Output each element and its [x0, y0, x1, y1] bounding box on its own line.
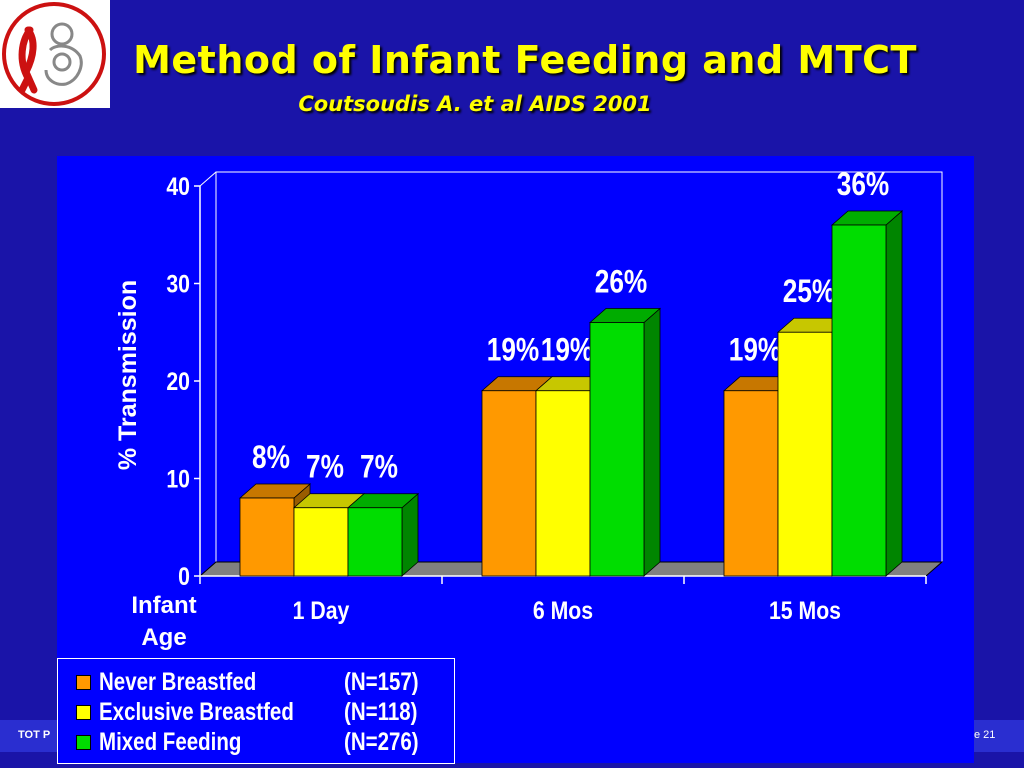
legend-label: Exclusive Breastfed	[99, 697, 294, 726]
legend-label: Never Breastfed	[99, 667, 257, 696]
bar-0-0	[239, 497, 295, 577]
x-tick-label: 1 Day	[293, 596, 350, 624]
plot-side-edge	[199, 171, 217, 187]
legend-item-mixed-feeding: Mixed Feeding (N=276)	[76, 727, 419, 757]
chart-legend: Never Breastfed (N=157) Exclusive Breast…	[57, 658, 455, 764]
y-tick-label: 10	[166, 465, 190, 493]
x-tick-label: 15 Mos	[769, 596, 841, 624]
legend-swatch	[76, 674, 91, 690]
x-axis-title-line1: Infant	[131, 592, 196, 619]
legend-item-exclusive-breastfed: Exclusive Breastfed (N=118)	[76, 697, 418, 727]
y-tick-label: 0	[178, 562, 190, 590]
legend-swatch	[76, 734, 91, 750]
data-label: 19%	[541, 333, 594, 368]
data-label: 7%	[360, 450, 398, 485]
footer-left-text: TOT P	[18, 729, 51, 741]
data-label: 7%	[306, 450, 344, 485]
legend-label: Mixed Feeding	[99, 727, 242, 756]
data-label: 8%	[252, 441, 290, 476]
bar-side	[885, 210, 903, 577]
bar-2-2	[831, 224, 887, 577]
page-number: e 21	[974, 729, 996, 741]
data-label: 19%	[729, 333, 782, 368]
y-axis-title: % Transmission	[114, 280, 142, 470]
bar-1-1	[535, 390, 591, 577]
data-label: 36%	[837, 168, 890, 203]
bar-side	[643, 307, 661, 577]
bar-0-1	[481, 390, 537, 577]
slide-title: Method of Infant Feeding and MTCT	[133, 38, 917, 82]
logo	[0, 0, 110, 108]
data-label: 26%	[595, 265, 648, 300]
bar-2-0	[347, 507, 403, 577]
legend-n-label: (N=118)	[344, 697, 418, 726]
legend-n-label: (N=276)	[344, 727, 419, 756]
y-tick-label: 30	[166, 270, 190, 298]
y-tick-label: 40	[166, 172, 190, 200]
data-label: 19%	[487, 333, 540, 368]
data-label: 25%	[783, 275, 836, 310]
bar-0-2	[723, 390, 779, 577]
y-tick-label: 20	[166, 367, 190, 395]
legend-item-never-breastfed: Never Breastfed (N=157)	[76, 667, 419, 697]
legend-swatch	[76, 704, 91, 720]
x-axis-title-line2: Age	[141, 624, 186, 651]
red-ribbon-mother-child-logo	[2, 2, 106, 106]
bar-1-0	[293, 507, 349, 577]
legend-n-label: (N=157)	[344, 667, 419, 696]
bar-2-1	[589, 322, 645, 577]
slide-subtitle: Coutsoudis A. et al AIDS 2001	[298, 92, 652, 116]
bar-1-2	[777, 331, 833, 577]
x-tick-label: 6 Mos	[533, 596, 593, 624]
